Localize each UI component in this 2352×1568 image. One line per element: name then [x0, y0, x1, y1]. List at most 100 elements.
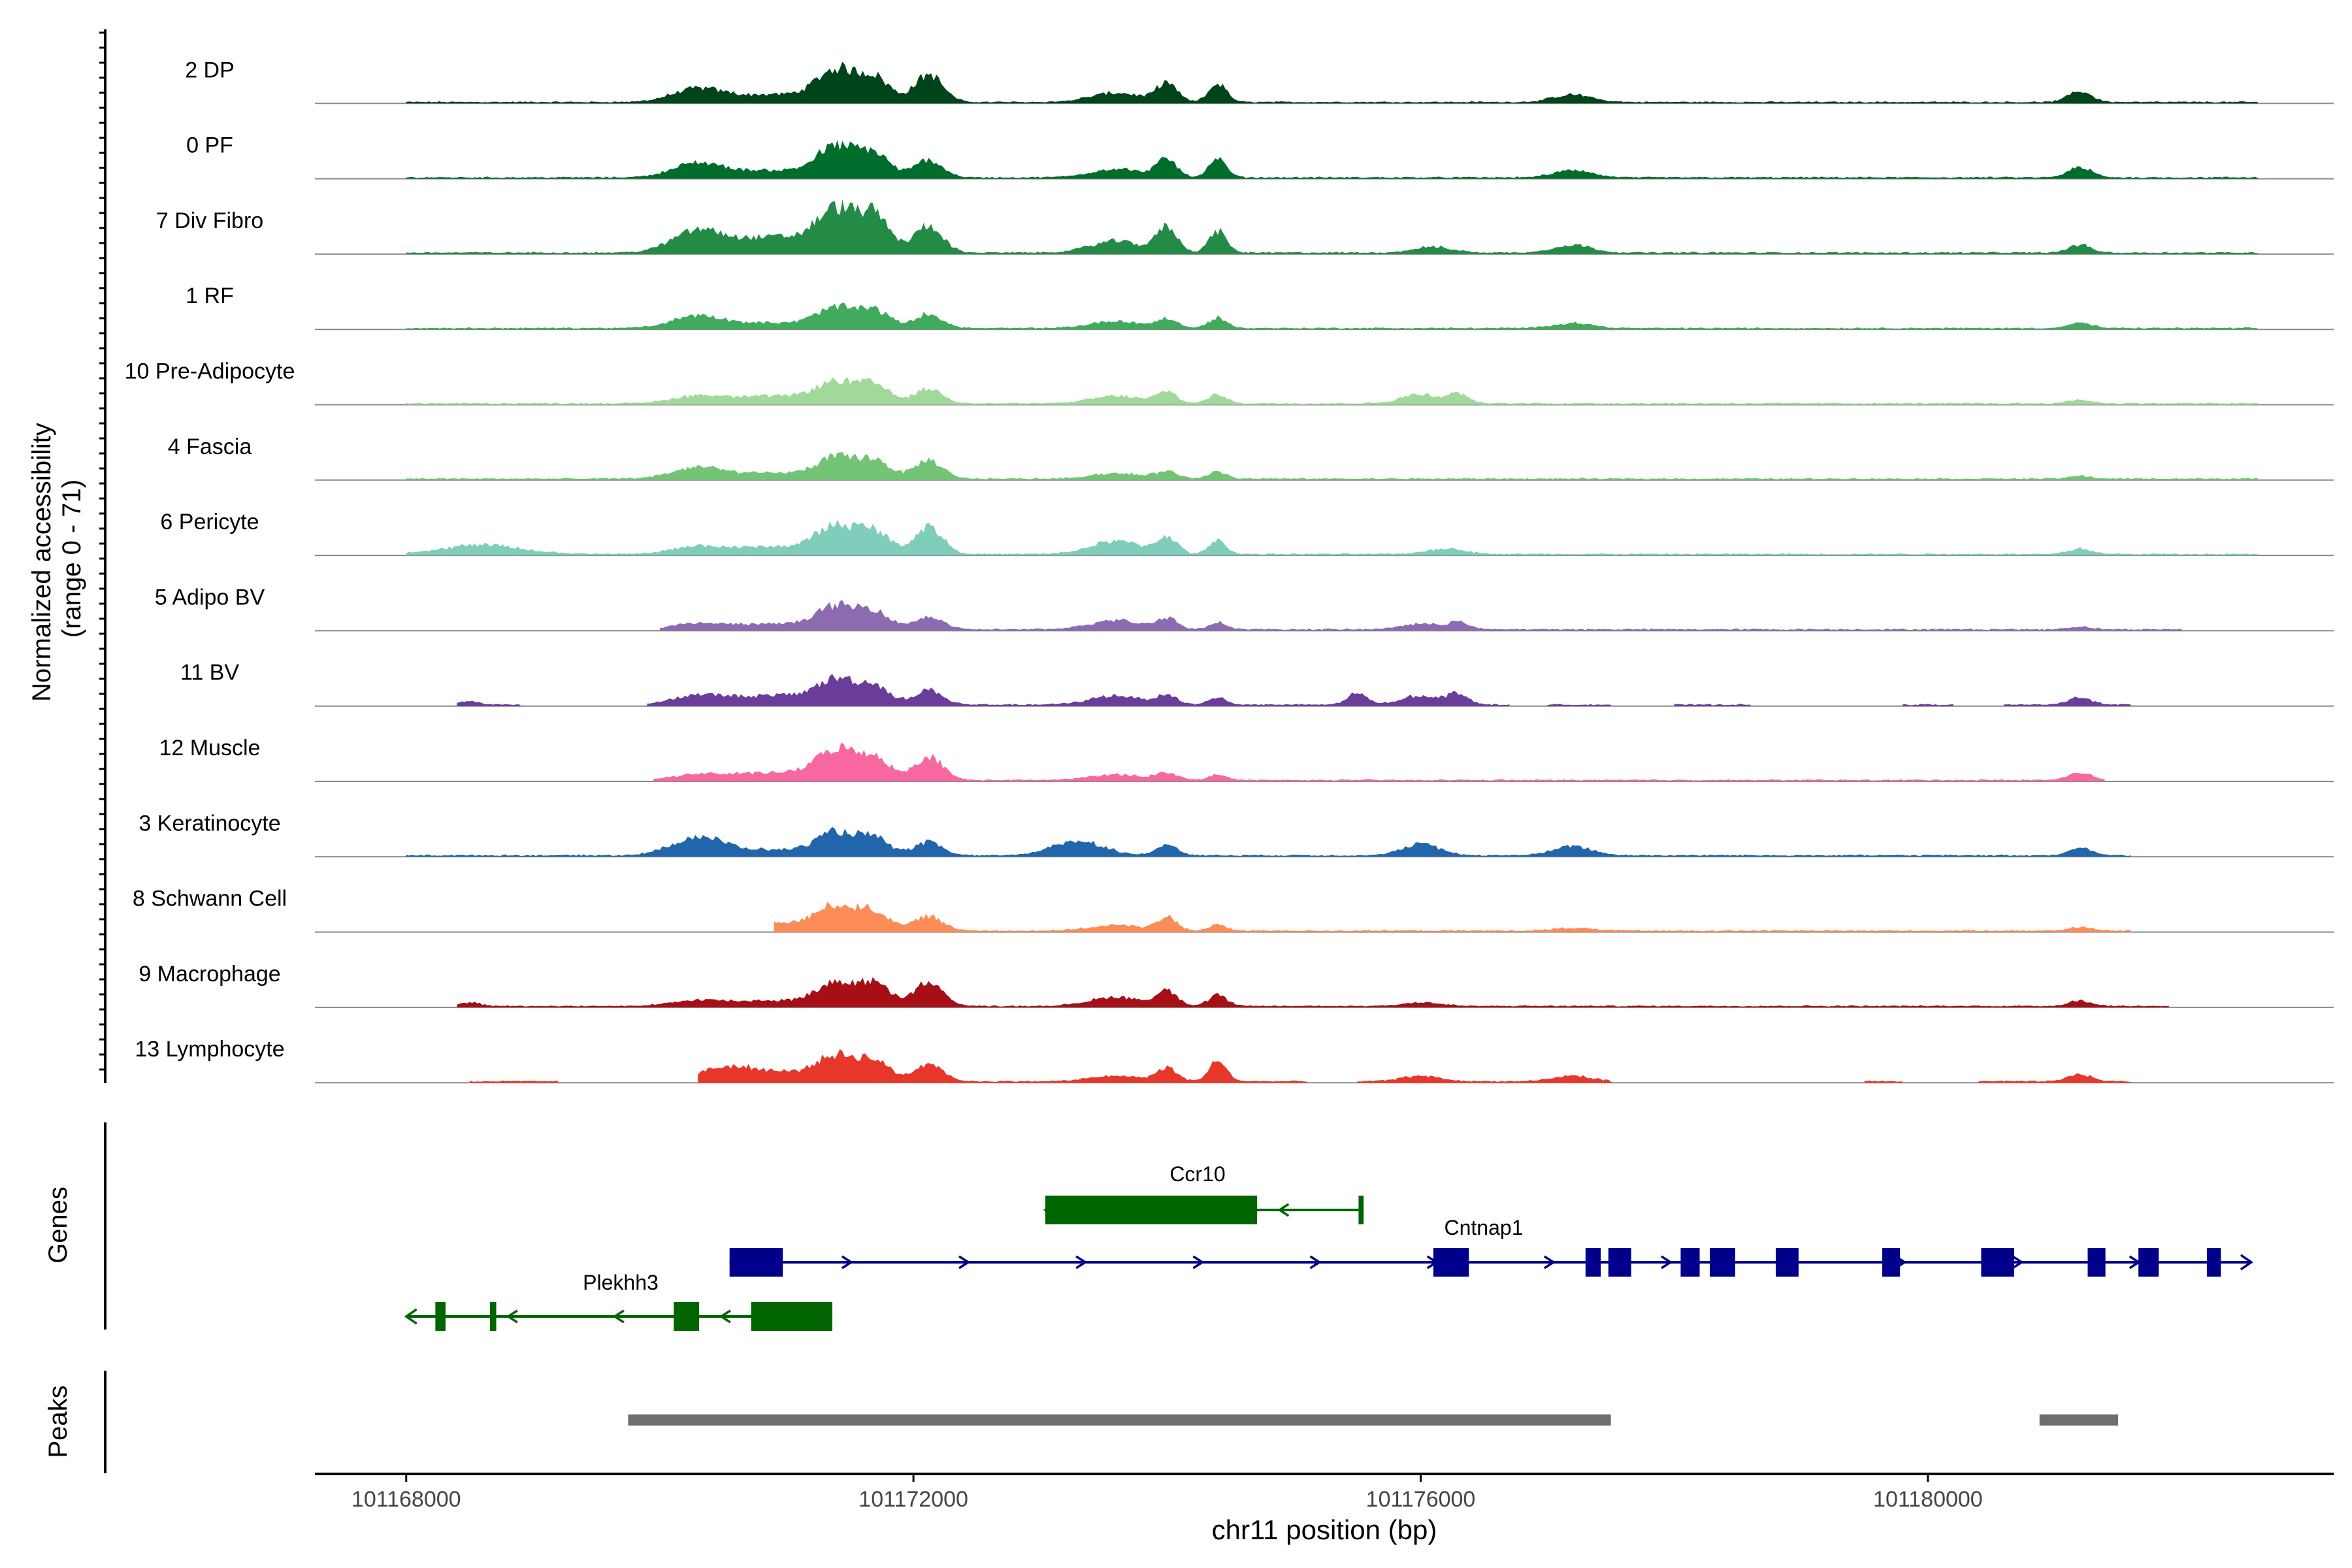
- strand-chevron: [2012, 1255, 2024, 1269]
- strand-chevron: [1661, 1255, 1673, 1269]
- strand-chevron: [1277, 1203, 1290, 1217]
- y-axis-label-line-2: (range 0 - 71): [57, 480, 86, 638]
- gene-cntnap1: Cntnap1: [729, 1216, 2253, 1277]
- track-area: [1357, 1075, 1611, 1083]
- track-label: 4 Fascia: [168, 434, 252, 459]
- track-label: 9 Macrophage: [139, 962, 280, 987]
- track-area: [2004, 696, 2131, 706]
- peaks-panel-label: Peaks: [44, 1385, 73, 1458]
- track-area: [406, 519, 2258, 556]
- track-9: 11 BV: [180, 661, 2334, 707]
- track-area: [774, 902, 2131, 932]
- track-6: 4 Fascia: [168, 434, 2334, 481]
- track-area: [406, 826, 2131, 857]
- track-area: [698, 1049, 1307, 1083]
- track-2: 0 PF: [186, 133, 2334, 180]
- track-7: 6 Pericyte: [160, 510, 2334, 557]
- coverage-tracks: 2 DP 0 PF 7 Div Fibro 1 RF 10 Pre-Adipocyte 4…: [125, 57, 2334, 1084]
- x-tick-label: 101168000: [351, 1487, 461, 1512]
- track-area: [457, 700, 521, 706]
- track-label: 3 Keratinocyte: [139, 811, 280, 836]
- track-label: 5 Adipo BV: [155, 585, 265, 610]
- strand-chevron: [958, 1255, 971, 1269]
- track-area: [406, 140, 2258, 179]
- track-area: [457, 977, 2169, 1007]
- exon-block: [1882, 1248, 1901, 1277]
- track-area: [647, 674, 1510, 706]
- exon-block: [1981, 1248, 2014, 1277]
- exon-block: [1775, 1248, 1799, 1277]
- x-tick-label: 101176000: [1366, 1487, 1476, 1512]
- track-12: 8 Schwann Cell: [133, 887, 2334, 933]
- track-label: 11 BV: [180, 661, 239, 685]
- exon-block: [1680, 1248, 1700, 1277]
- gene-plekhh3: Plekhh3: [404, 1271, 832, 1331]
- track-label: 6 Pericyte: [160, 510, 259, 534]
- track-area: [406, 199, 2258, 254]
- x-tick-label: 101180000: [1873, 1487, 1983, 1512]
- track-label: 2 DP: [185, 57, 235, 82]
- strand-chevron: [1075, 1255, 1088, 1269]
- exon-block: [1608, 1248, 1631, 1277]
- strand-chevron: [719, 1309, 731, 1324]
- exon-block: [2087, 1248, 2106, 1277]
- track-13: 9 Macrophage: [139, 962, 2334, 1008]
- strand-chevron: [612, 1309, 625, 1324]
- track-area: [406, 61, 2258, 104]
- track-area: [1864, 1080, 1903, 1083]
- track-area: [1903, 704, 1953, 706]
- track-area: [469, 1080, 559, 1083]
- strand-chevron: [506, 1309, 518, 1324]
- track-label: 7 Div Fibro: [156, 208, 263, 233]
- track-area: [1674, 704, 1751, 706]
- exon-block: [674, 1302, 700, 1331]
- y-axis-label: Normalized accessibility (range 0 - 71): [27, 416, 86, 702]
- peak-region: [2039, 1414, 2119, 1426]
- strand-arrowhead: [2240, 1254, 2253, 1271]
- y-axis-label-line-1: Normalized accessibility: [27, 423, 56, 702]
- track-area: [406, 377, 2258, 405]
- exon-block: [2206, 1248, 2221, 1277]
- track-10: 12 Muscle: [159, 736, 2334, 782]
- x-tick-label: 101172000: [858, 1487, 968, 1512]
- exon-block: [2138, 1248, 2159, 1277]
- strand-arrowhead: [404, 1308, 417, 1325]
- exon-block: [1433, 1248, 1469, 1277]
- exon-block: [751, 1302, 832, 1331]
- track-14: 13 Lymphocyte: [135, 1037, 2334, 1084]
- peak-region: [628, 1414, 1611, 1426]
- peak-regions-panel: [628, 1414, 2119, 1426]
- exon-block: [1358, 1196, 1364, 1224]
- exon-block: [1045, 1196, 1258, 1224]
- exon-block: [1585, 1248, 1601, 1277]
- track-area: [1978, 1073, 2131, 1083]
- gene-label: Plekhh3: [583, 1271, 659, 1294]
- track-8: 5 Adipo BV: [155, 585, 2334, 632]
- gene-annotation-panel: Ccr10 Cntnap1 Plekhh3: [404, 1162, 2253, 1331]
- strand-chevron: [1309, 1255, 1322, 1269]
- track-label: 0 PF: [186, 133, 233, 158]
- strand-chevron: [1192, 1255, 1205, 1269]
- gene-label: Ccr10: [1169, 1162, 1225, 1186]
- track-label: 13 Lymphocyte: [135, 1037, 284, 1062]
- exon-block: [435, 1302, 446, 1331]
- track-11: 3 Keratinocyte: [139, 811, 2334, 858]
- track-4: 1 RF: [186, 284, 2334, 331]
- x-axis-label: chr11 position (bp): [1212, 1514, 1437, 1545]
- y-axis-minor-ticks: [99, 31, 105, 1071]
- track-area: [659, 600, 2182, 631]
- track-1: 2 DP: [185, 57, 2334, 105]
- exon-block: [489, 1302, 497, 1331]
- track-area: [1547, 704, 1611, 706]
- track-area: [406, 302, 2258, 330]
- genes-panel-label: Genes: [44, 1186, 73, 1264]
- gene-label: Cntnap1: [1445, 1216, 1524, 1239]
- strand-chevron: [841, 1255, 854, 1269]
- track-area: [653, 742, 2106, 781]
- track-area: [406, 451, 2258, 480]
- track-5: 10 Pre-Adipocyte: [125, 359, 2334, 406]
- track-label: 1 RF: [186, 284, 234, 308]
- track-label: 8 Schwann Cell: [133, 887, 287, 911]
